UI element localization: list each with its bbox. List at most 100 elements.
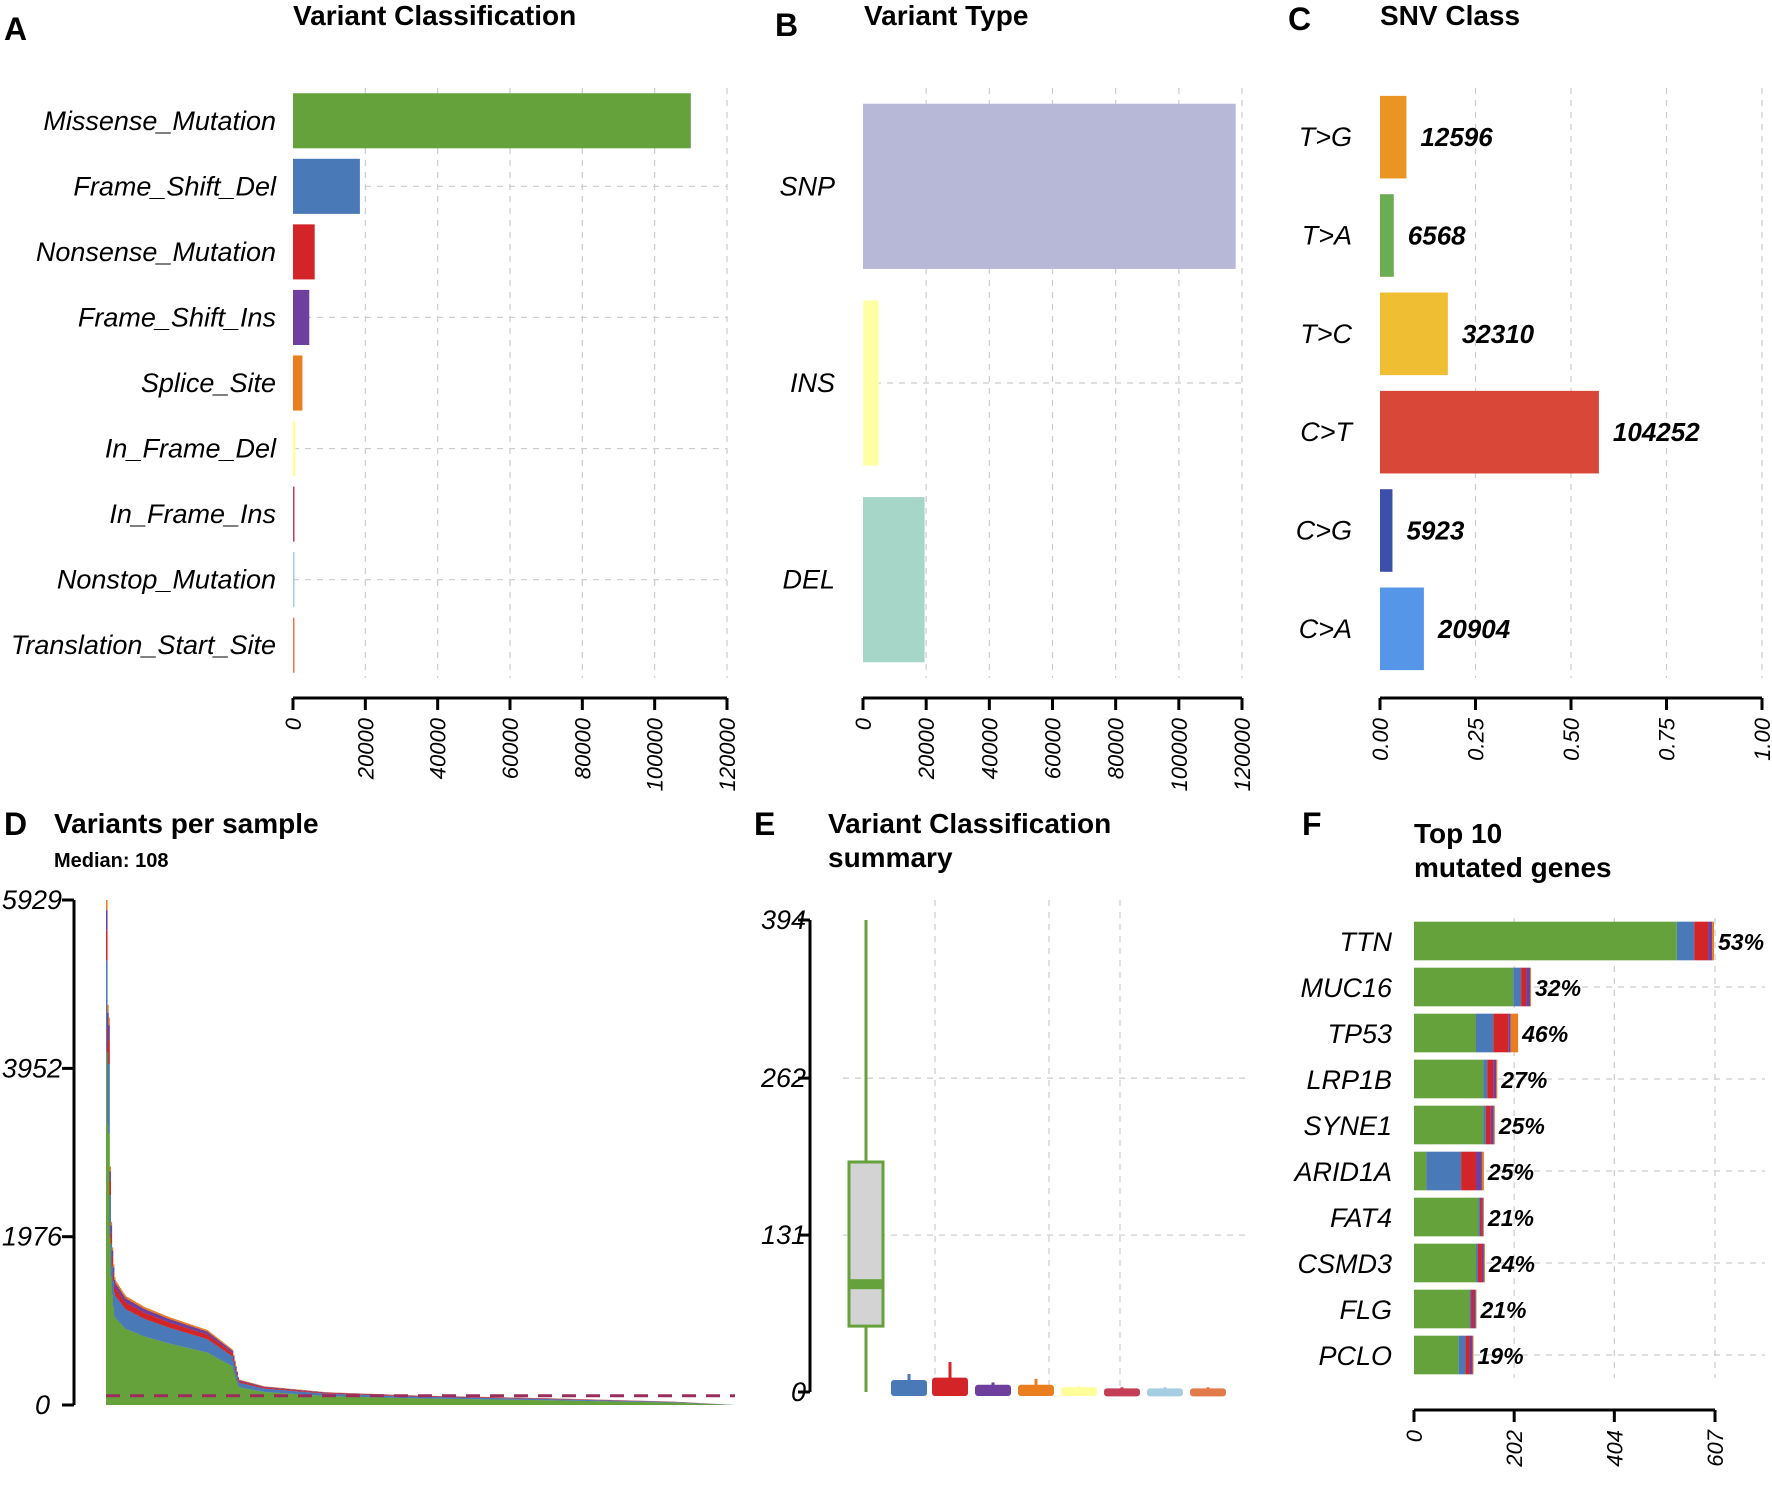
panel-d-sample-bar-segment [682, 1402, 684, 1404]
panel-d-sample-bar-segment [530, 1398, 532, 1401]
panel-d-sample-bar-segment [383, 1397, 386, 1405]
panel-d-sample-bar-segment [163, 1320, 165, 1326]
panel-d-sample-bar-segment [136, 1305, 139, 1310]
panel-d-sample-bar-segment [205, 1334, 208, 1339]
panel-d-sample-bar-segment [211, 1355, 213, 1405]
panel-d-sample-bar-segment [435, 1396, 437, 1398]
panel-e-box [932, 1377, 968, 1396]
panel-f-top-mutated-genes: TTN 53%MUC16 32%TP53 46%LRP1B 27%SYNE1 25%ARI… [1292, 918, 1765, 1468]
panel-d-sample-bar-segment [230, 1355, 233, 1366]
panel-f-bar-segment [1530, 967, 1532, 1007]
panel-d-sample-bar-segment [253, 1384, 256, 1387]
panel-d-sample-bar-segment [662, 1402, 665, 1405]
panel-d-sample-bar-segment [524, 1398, 527, 1400]
panel-d-sample-bar-segment [335, 1393, 338, 1395]
panel-d-sample-bar-segment [208, 1353, 211, 1405]
panel-d-sample-bar-segment [446, 1398, 449, 1405]
panel-d-sample-bar-segment [468, 1397, 471, 1400]
panel-d-sample-bar-segment [398, 1397, 401, 1405]
panel-d-sample-bar-segment [196, 1331, 198, 1336]
panel-d-sample-bar-segment [229, 1364, 232, 1405]
panel-d-sample-bar-segment [267, 1388, 269, 1393]
panel-d-sample-bar-segment [170, 1343, 172, 1405]
panel-d-sample-bar-segment [716, 1404, 719, 1405]
panel-d-sample-bar-segment [293, 1389, 296, 1391]
panel-d-sample-bar-segment [672, 1402, 674, 1403]
panel-d-sample-bar-segment [197, 1328, 200, 1332]
panel-d-sample-bar-segment [255, 1386, 258, 1391]
panel-d-sample-bar-segment [407, 1395, 410, 1397]
panel-d-sample-bar-segment [288, 1390, 291, 1394]
panel-d-sample-bar-segment [326, 1393, 329, 1394]
panel-d-sample-bar-segment [214, 1337, 217, 1341]
panel-d-sample-bar-segment [250, 1384, 252, 1386]
panel-d-sample-bar-segment [468, 1399, 471, 1405]
panel-c-bar [1380, 194, 1394, 277]
panel-d-sample-bar-segment [457, 1398, 459, 1405]
panel-d-sample-bar-segment [318, 1395, 321, 1405]
panel-d-sample-bar-segment [638, 1401, 641, 1402]
panel-d-sample-bar-segment [633, 1401, 635, 1402]
panel-d-sample-bar-segment [321, 1392, 323, 1393]
panel-d-sample-bar-segment [178, 1345, 180, 1405]
panel-d-sample-bar-segment [179, 1346, 181, 1405]
panel-d-sample-bar-segment [283, 1393, 285, 1405]
panel-d-sample-bar-segment [447, 1398, 450, 1405]
panel-d-sample-bar-segment [162, 1316, 164, 1320]
panel-d-sample-bar-segment [236, 1371, 238, 1374]
panel-d-sample-bar-segment [258, 1386, 260, 1388]
panel-d-sample-bar-segment [130, 1311, 132, 1331]
panel-d-sample-bar-segment [296, 1391, 299, 1395]
panel-d-sample-bar-segment [176, 1321, 179, 1326]
panel-d-sample-bar-segment [229, 1348, 232, 1352]
panel-d-sample-bar-segment [118, 1300, 121, 1322]
panel-d-sample-bar-segment [366, 1397, 369, 1405]
panel-d-sample-bar-segment [143, 1309, 146, 1313]
panel-d-sample-bar-segment [348, 1396, 350, 1405]
panel-d-sample-bar-segment [213, 1343, 216, 1357]
panel-d-sample-bar-segment [593, 1400, 595, 1402]
panel-d-sample-bar-segment [206, 1334, 209, 1340]
panel-d-sample-bar-segment [122, 1325, 124, 1405]
panel-d-sample-bar-segment [292, 1389, 294, 1390]
panel-d-sample-bar-segment [291, 1393, 293, 1405]
panel-d-sample-bar-segment [533, 1398, 536, 1401]
panel-d-sample-bar-segment [327, 1396, 330, 1405]
panel-d-sample-bar-segment [139, 1304, 141, 1307]
panel-d-sample-bar-segment [221, 1342, 224, 1346]
panel-f-title-line2: mutated genes [1414, 852, 1612, 883]
panel-b-x-tick-label: 20000 [914, 717, 939, 780]
panel-d-sample-bar-segment [601, 1400, 603, 1402]
panel-d-sample-bar-segment [140, 1311, 142, 1318]
panel-d-sample-bar-segment [208, 1340, 211, 1354]
panel-d-sample-bar-segment [215, 1341, 218, 1346]
panel-d-sample-bar-segment [211, 1337, 213, 1343]
panel-d-sample-bar-segment [407, 1396, 410, 1399]
panel-d-sample-bar-segment [674, 1402, 676, 1405]
panel-f-gene-label: ARID1A [1292, 1157, 1392, 1187]
panel-d-sample-bar-segment [227, 1363, 229, 1405]
panel-d-sample-bar-segment [579, 1400, 582, 1405]
panel-d-sample-bar-segment [269, 1387, 272, 1390]
panel-d-sample-bar-segment [509, 1398, 512, 1400]
panel-d-sample-bar-segment [430, 1396, 433, 1399]
panel-d-sample-bar-segment [714, 1404, 716, 1405]
panel-a-x-tick-label: 80000 [570, 717, 595, 779]
panel-d-sample-bar-segment [314, 1392, 316, 1396]
panel-d-sample-bar-segment [260, 1387, 262, 1392]
panel-d-sample-bar-segment [706, 1403, 708, 1405]
panel-d-sample-bar-segment [475, 1399, 477, 1405]
panel-d-sample-bar-segment [399, 1397, 402, 1405]
panel-d-sample-bar-segment [240, 1381, 243, 1384]
panel-d-sample-bar-segment [187, 1347, 189, 1405]
panel-d-sample-bar-segment [513, 1399, 515, 1405]
panel-d-y-tick-label: 1976 [2, 1222, 63, 1252]
panel-d-sample-bar-segment [539, 1400, 541, 1405]
panel-d-sample-bar-segment [141, 1311, 143, 1318]
panel-d-sample-bar-segment [572, 1400, 575, 1405]
panel-d-sample-bar-segment [267, 1392, 269, 1405]
panel-f-bar-segment [1508, 1013, 1511, 1053]
panel-d-sample-bar-segment [564, 1400, 567, 1405]
panel-d-sample-bar-segment [215, 1357, 218, 1405]
panel-d-sample-bar-segment [654, 1401, 657, 1403]
